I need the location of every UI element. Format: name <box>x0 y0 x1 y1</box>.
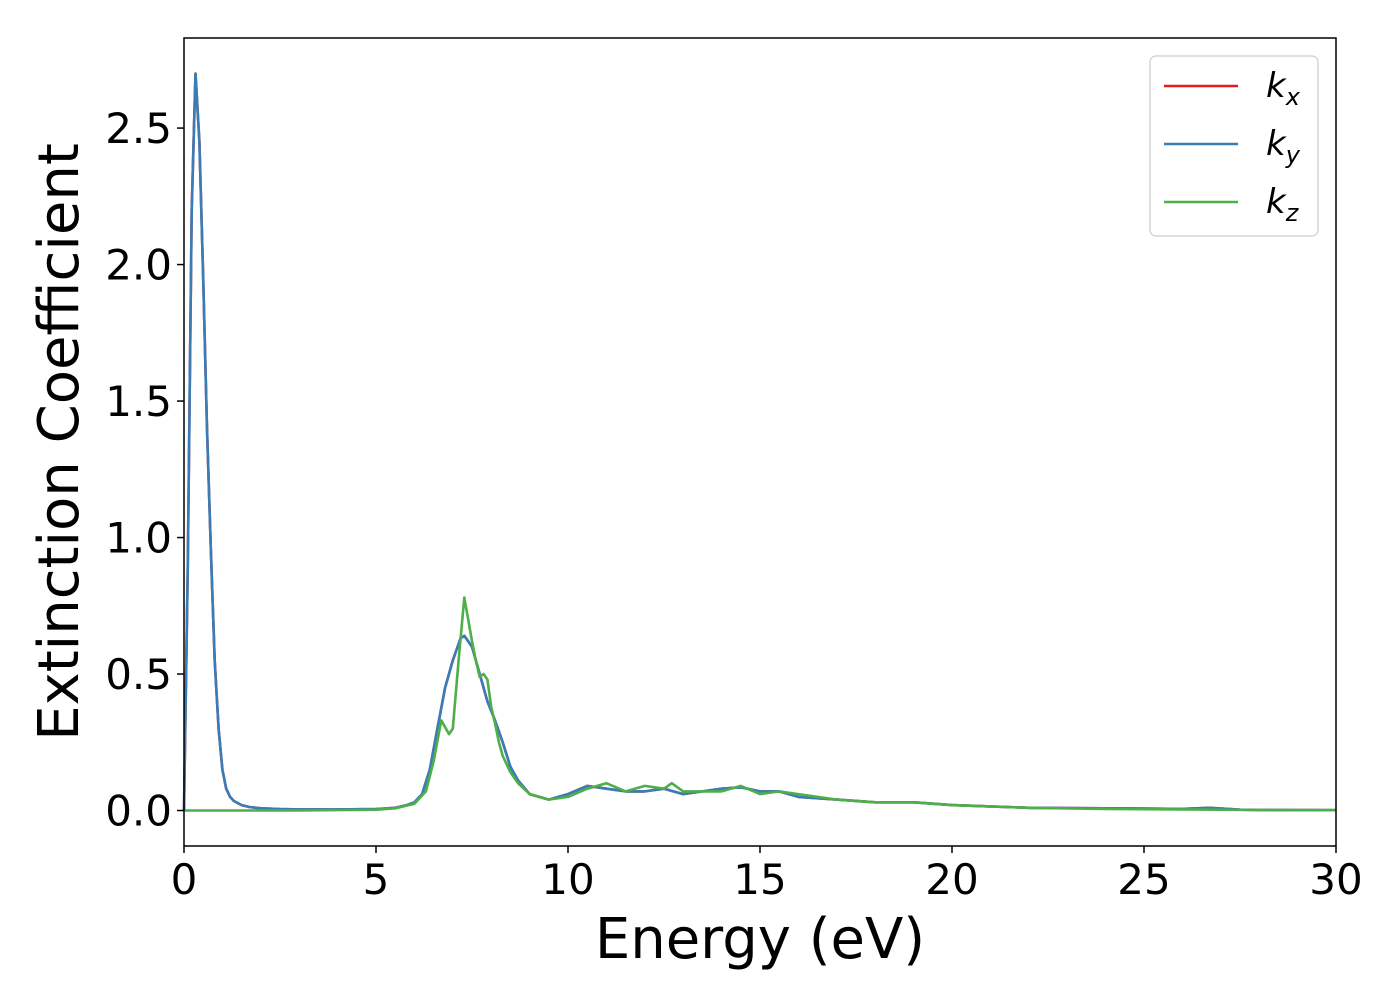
x-tick-label: 15 <box>733 855 786 904</box>
y-tick-label: 2.5 <box>105 104 172 153</box>
x-tick-label: 5 <box>363 855 390 904</box>
x-tick-label: 20 <box>925 855 978 904</box>
series-line-z <box>184 596 1337 812</box>
y-tick-label: 0.0 <box>105 787 172 836</box>
x-axis-title: Energy (eV) <box>595 907 925 972</box>
legend-label-y: ky <box>1266 124 1301 169</box>
legend-box <box>1149 55 1319 237</box>
legend: kx ky kz <box>1149 55 1319 237</box>
y-axis-title: Extinction Coefficient <box>27 143 92 741</box>
x-tick-label: 30 <box>1309 855 1362 904</box>
legend-label-z: kz <box>1266 182 1300 227</box>
plot-area <box>182 72 1337 812</box>
y-tick-label: 2.0 <box>105 241 172 290</box>
x-tick-label: 0 <box>171 855 198 904</box>
legend-label-x: kx <box>1266 66 1301 111</box>
x-tick-label: 25 <box>1117 855 1170 904</box>
y-axis: 0.0 0.5 1.0 1.5 2.0 2.5 <box>105 104 184 836</box>
y-tick-label: 1.0 <box>105 514 172 563</box>
y-tick-label: 0.5 <box>105 650 172 699</box>
x-tick-label: 10 <box>541 855 594 904</box>
y-tick-label: 1.5 <box>105 377 172 426</box>
plot-frame <box>183 37 1337 847</box>
x-axis: 0 5 10 15 20 25 30 <box>171 846 1363 904</box>
